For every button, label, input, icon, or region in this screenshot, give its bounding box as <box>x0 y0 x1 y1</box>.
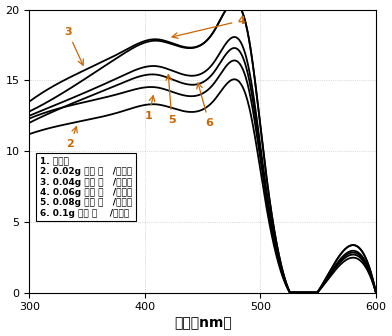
Text: 3: 3 <box>64 27 83 65</box>
Text: 4: 4 <box>172 16 245 38</box>
X-axis label: 波长（nm）: 波长（nm） <box>174 317 232 330</box>
Text: 6: 6 <box>197 83 213 128</box>
Text: 2: 2 <box>66 127 77 149</box>
Text: 1: 1 <box>145 96 155 121</box>
Text: 5: 5 <box>166 75 176 125</box>
Text: 1. 硫化镉
2. 0.02g 角蛋 白   /硫化镉
3. 0.04g 角蛋 白   /硫化镉
4. 0.06g 角蛋 白   /硫化镉
5. 0.08g 角: 1. 硫化镉 2. 0.02g 角蛋 白 /硫化镉 3. 0.04g 角蛋 白 … <box>40 157 132 218</box>
